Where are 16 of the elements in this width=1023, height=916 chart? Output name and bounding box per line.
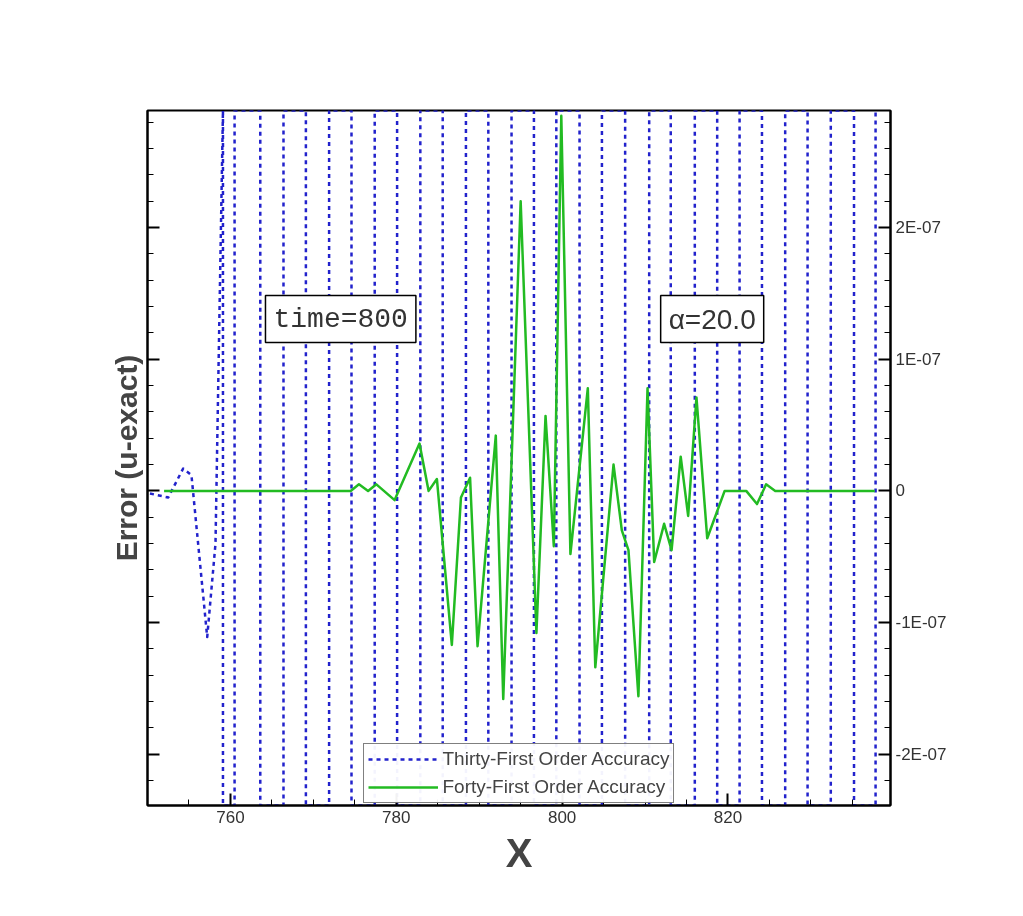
- legend-label: Forty-First Order Accuracy: [442, 776, 666, 798]
- line-series: [162, 114, 876, 701]
- x-tick-label: 800: [547, 807, 577, 827]
- annotation: time=800: [273, 303, 408, 335]
- x-axis-title: X: [505, 830, 533, 875]
- y-tick-label: -2E-07: [895, 744, 947, 764]
- y-tick-label: 1E-07: [895, 349, 941, 369]
- y-tick-label: 2E-07: [895, 218, 941, 238]
- y-axis-title: Error (u-exact): [109, 354, 143, 562]
- y-tick-label: 0: [895, 481, 905, 501]
- annotation: α=20.0: [668, 303, 756, 335]
- x-tick-label: 780: [382, 807, 411, 827]
- legend-label: Thirty-First Order Accuracy: [442, 748, 670, 770]
- y-tick-label: -1E-07: [895, 613, 947, 633]
- x-tick-label: 820: [713, 807, 743, 827]
- x-tick-label: 760: [216, 807, 245, 827]
